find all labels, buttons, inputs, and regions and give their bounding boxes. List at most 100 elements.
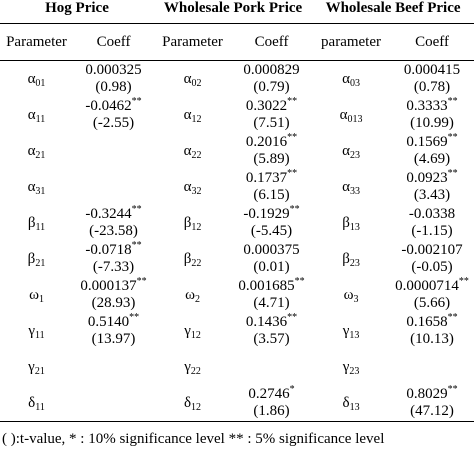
coefficient-value: 0.2016	[245, 134, 288, 150]
parameter-subscript: 12	[191, 221, 202, 233]
coefficient-cell	[73, 133, 154, 169]
parameter-cell: ω1	[0, 277, 73, 313]
significance-marker: **	[447, 384, 458, 395]
coefficient-line: 0.0923**	[390, 169, 474, 187]
parameter-symbol: γ	[184, 322, 191, 339]
significance-marker: **	[287, 168, 298, 179]
t-value: (0.01)	[253, 259, 290, 275]
t-value: (5.89)	[253, 151, 290, 167]
parameter-cell: α23	[312, 133, 390, 169]
significance-marker: **	[287, 312, 298, 323]
parameter-symbol: α	[27, 106, 36, 123]
significance-marker: **	[447, 96, 458, 107]
parameter-subscript: 03	[349, 77, 360, 89]
parameter-cell: α12	[154, 97, 231, 133]
coefficient-cell: 0.8029** (47.12)	[390, 385, 474, 422]
parameter-symbol: γ	[184, 358, 191, 375]
t-value: (5.66)	[413, 295, 451, 311]
parameter-symbol: α	[183, 142, 192, 159]
parameter-subscript: 11	[35, 329, 45, 341]
parameter-cell: δ11	[0, 385, 73, 422]
table-row: γ21 γ22 γ23	[0, 349, 474, 385]
t-value: (0.98)	[95, 79, 132, 95]
table-row: β21 -0.0718** (-7.33) β22 0.000375 (0.01) β23-…	[0, 241, 474, 277]
parameter-symbol: δ	[28, 394, 36, 411]
parameter-subscript: 2	[194, 293, 200, 305]
parameter-symbol: α	[342, 178, 350, 195]
parameter-symbol: α	[27, 142, 36, 159]
coefficient-cell: 0.1569** (4.69)	[390, 133, 474, 169]
parameter-subscript: 13	[349, 401, 360, 413]
coefficient-value: 0.3333	[406, 98, 448, 114]
t-value: (4.71)	[253, 295, 290, 311]
parameter-cell: γ22	[154, 349, 231, 385]
t-value: (1.86)	[253, 403, 290, 419]
parameter-cell: α013	[312, 97, 390, 133]
parameter-symbol: β	[27, 214, 36, 231]
parameter-symbol: ω	[343, 286, 354, 303]
parameter-symbol: ω	[185, 286, 195, 303]
table-row: β11 -0.3244** (-23.58) β12 -0.1929** (-5.45) β…	[0, 205, 474, 241]
column-header: Parameter	[162, 33, 223, 50]
coefficient-line: 0.000375	[231, 242, 312, 259]
parameter-symbol: α	[342, 70, 350, 87]
coefficient-line: 0.000325	[73, 62, 154, 79]
coefficient-line: 0.000829	[231, 62, 312, 79]
coefficient-value: 0.000137	[80, 278, 137, 294]
t-value: (28.93)	[91, 295, 136, 311]
results-table: Hog Price Wholesale Pork Price Wholesale…	[0, 0, 474, 422]
parameter-cell: β12	[154, 205, 231, 241]
parameter-cell: α01	[0, 61, 73, 98]
parameter-subscript: 23	[349, 365, 360, 377]
coefficient-cell	[73, 385, 154, 422]
parameter-symbol: γ	[342, 322, 350, 339]
parameter-cell: γ13	[312, 313, 390, 349]
parameter-symbol: α	[27, 70, 36, 87]
t-value: (10.99)	[410, 115, 454, 131]
parameter-cell: β21	[0, 241, 73, 277]
coefficient-cell	[73, 169, 154, 205]
coefficient-cell: 0.0000714** (5.66)	[390, 277, 474, 313]
parameter-cell: δ12	[154, 385, 231, 422]
coefficient-line: 0.0000714**	[390, 276, 474, 295]
parameter-subscript: 31	[35, 185, 46, 197]
coefficient-value: -0.0718	[85, 242, 132, 258]
parameter-symbol: γ	[342, 358, 350, 375]
parameter-cell: γ23	[312, 349, 390, 385]
significance-marker: **	[458, 276, 469, 287]
parameter-subscript: 1	[38, 293, 44, 305]
parameter-subscript: 21	[35, 149, 46, 161]
coefficient-value: 0.1436	[245, 314, 288, 330]
parameter-subscript: 013	[347, 113, 363, 125]
parameter-symbol: β	[342, 214, 350, 231]
table-row: δ11 δ12 0.2746* (1.86) δ13 0.8029** (47.12)	[0, 385, 474, 422]
significance-marker: **	[287, 96, 298, 107]
parameter-subscript: 3	[353, 293, 359, 305]
coefficient-cell: 0.001685** (4.71)	[231, 277, 312, 313]
coefficient-line: 0.1737**	[231, 168, 312, 187]
coefficient-cell: 0.000375 (0.01)	[231, 241, 312, 277]
parameter-symbol: δ	[183, 394, 192, 411]
parameter-cell: ω2	[154, 277, 231, 313]
parameter-subscript: 22	[191, 257, 202, 269]
t-value: (-2.55)	[92, 115, 135, 131]
t-value: (-0.05)	[411, 259, 453, 275]
coefficient-cell: 0.1737** (6.15)	[231, 169, 312, 205]
coefficient-value: 0.000375	[243, 242, 300, 258]
t-value: (47.12)	[410, 403, 454, 419]
parameter-cell: α33	[312, 169, 390, 205]
coefficient-cell: 0.2016** (5.89)	[231, 133, 312, 169]
t-value: (-7.33)	[92, 259, 135, 275]
coefficient-cell: 0.3022** (7.51)	[231, 97, 312, 133]
coefficient-line: -0.002107	[390, 242, 474, 259]
coefficient-value: -0.0462	[85, 98, 132, 114]
coefficient-value: 0.5140	[87, 314, 130, 330]
t-value: (-5.45)	[250, 223, 293, 239]
coefficient-value: 0.1658	[406, 314, 448, 330]
parameter-symbol: α	[183, 106, 192, 123]
coefficient-value: 0.8029	[406, 386, 448, 402]
parameter-subscript: 01	[35, 77, 46, 89]
parameter-cell: α03	[312, 61, 390, 98]
column-header: Parameter	[6, 33, 67, 50]
parameter-subscript: 02	[191, 77, 202, 89]
